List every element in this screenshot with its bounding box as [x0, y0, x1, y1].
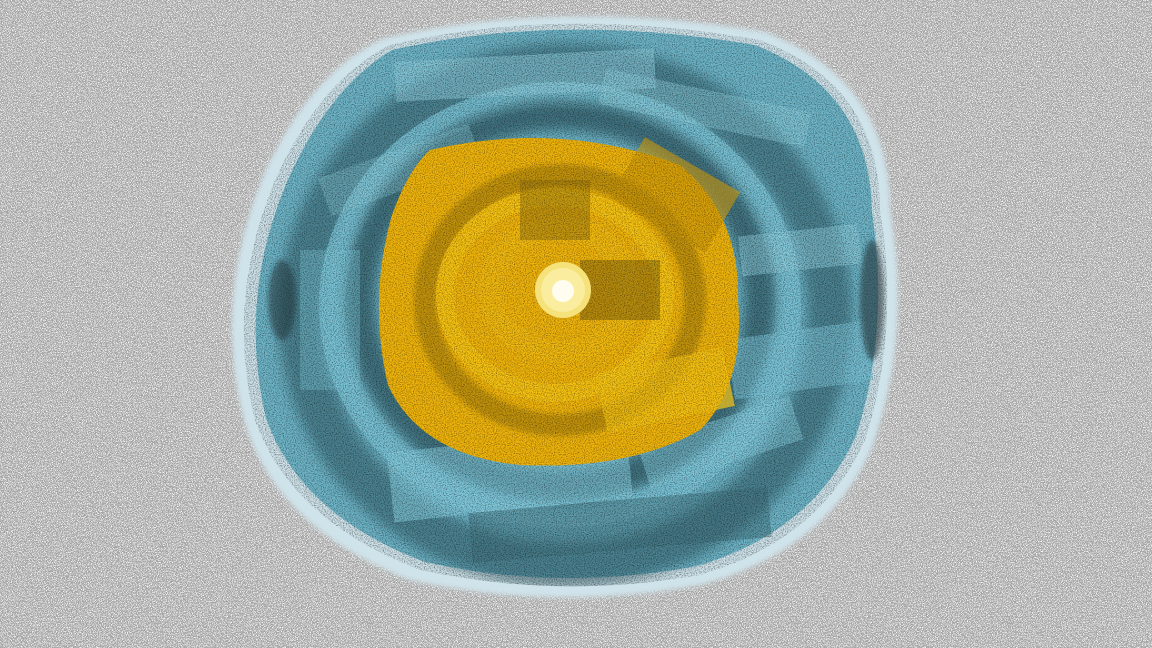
- core-center: [552, 280, 574, 302]
- right-shadow: [860, 240, 884, 360]
- left-shadow: [268, 260, 296, 340]
